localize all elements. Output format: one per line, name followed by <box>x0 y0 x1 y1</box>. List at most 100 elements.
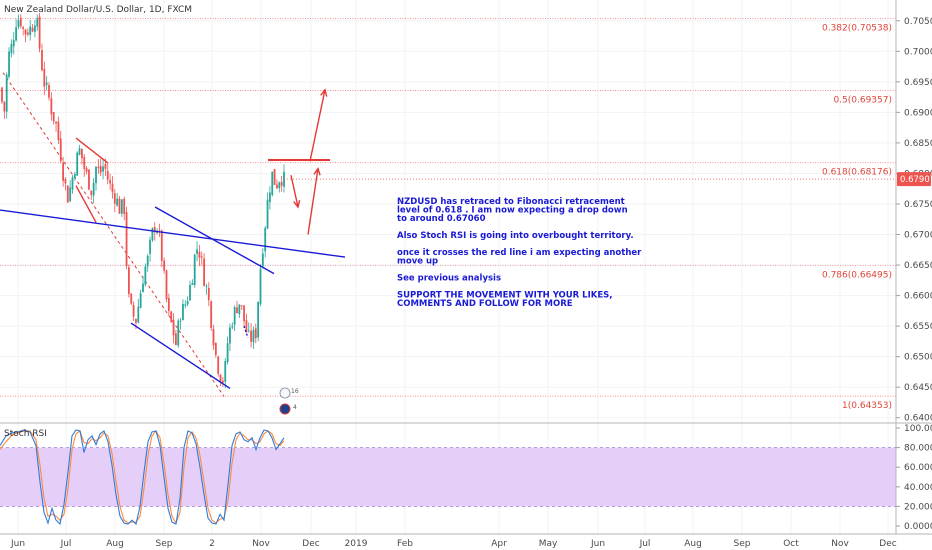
stoch-rsi-label: Stoch RSI <box>4 429 47 439</box>
candle <box>36 14 39 31</box>
candle-body <box>50 98 53 115</box>
price-tick-label: 0.69500 <box>904 78 932 88</box>
candle <box>55 121 57 132</box>
trendline-red <box>75 137 109 164</box>
time-tick-label: 2019 <box>345 539 368 549</box>
candle <box>165 269 168 303</box>
candle-body <box>229 327 231 344</box>
candle-body <box>165 270 168 300</box>
candle-body <box>163 260 166 271</box>
candle-body <box>149 239 151 254</box>
candle <box>236 300 238 314</box>
candle <box>76 151 79 176</box>
candle-body <box>273 169 276 185</box>
candle <box>149 236 151 262</box>
candle <box>99 158 102 177</box>
candle <box>83 154 86 177</box>
news-badge[interactable] <box>279 403 291 415</box>
candle-body <box>184 304 187 306</box>
candle-body <box>125 211 128 266</box>
candle-body <box>224 361 227 382</box>
arrow-up-target <box>309 89 326 162</box>
arrow-up <box>307 168 319 235</box>
candle <box>205 283 208 295</box>
candle <box>172 313 175 344</box>
candle <box>224 357 227 389</box>
candle <box>78 144 81 156</box>
time-tick-label: Feb <box>397 539 413 549</box>
candle-body <box>212 329 215 346</box>
candle-body <box>219 374 222 383</box>
candle-body <box>222 380 224 383</box>
candle-body <box>118 198 121 214</box>
candle <box>160 229 163 267</box>
note-line: SUPPORT THE MOVEMENT WITH YOUR LIKES, <box>397 291 613 301</box>
candle-body <box>85 168 88 172</box>
time-tick-label: Oct <box>783 539 799 549</box>
idea-badges[interactable]: 16 4 <box>279 387 299 415</box>
note-line: See previous analysis <box>397 274 501 284</box>
time-tick-label: Jul <box>639 539 651 549</box>
time-tick-label: Nov <box>831 539 849 549</box>
candle <box>1 86 3 104</box>
candle-body <box>259 268 262 305</box>
time-axis[interactable]: Jun Jul Aug Sep 2 Nov Dec 2019 Feb Apr May Jun Jul Au… <box>0 533 932 549</box>
candle-body <box>113 193 116 204</box>
candle <box>214 342 217 359</box>
trendline-red <box>75 185 97 223</box>
earnings-badge[interactable] <box>279 387 291 399</box>
candle <box>163 257 166 274</box>
candle-body <box>116 198 119 206</box>
fib-level-label: 1(0.64353) <box>842 401 892 411</box>
candle <box>257 301 260 342</box>
fib-level-label: 0.786(0.66495) <box>822 270 892 280</box>
candle <box>179 317 182 330</box>
candle <box>26 28 29 37</box>
candle <box>186 296 189 307</box>
candle <box>226 336 229 365</box>
candle <box>71 174 74 194</box>
candle-body <box>109 180 111 184</box>
candle-body <box>137 306 140 323</box>
candle <box>252 326 255 349</box>
candle-body <box>186 301 189 305</box>
price-axis[interactable]: 0.705000.700000.695000.690000.685000.680… <box>284 0 932 534</box>
candle <box>130 292 133 306</box>
candle <box>261 248 264 269</box>
candle <box>217 355 220 377</box>
stoch-tick-label: 40.0000 <box>904 483 932 493</box>
candle-body <box>17 20 20 27</box>
candle-body <box>207 287 210 301</box>
candle-body <box>214 342 217 356</box>
price-tick-label: 0.70000 <box>904 47 932 57</box>
candle-body <box>59 138 62 162</box>
candle <box>118 195 121 214</box>
candle <box>34 19 36 38</box>
stoch-tick-label: 100.0000 <box>904 424 932 434</box>
stoch-k-line <box>0 429 285 526</box>
candle <box>8 47 10 79</box>
candle <box>139 289 142 309</box>
candle-body <box>78 148 81 155</box>
time-tick-label: Sep <box>734 539 751 549</box>
candle-body <box>83 156 86 169</box>
candle <box>238 304 241 318</box>
candle-body <box>182 304 184 321</box>
candle <box>269 186 271 210</box>
candle-body <box>1 87 3 102</box>
candle <box>50 92 53 121</box>
candle-body <box>71 177 74 190</box>
stoch-band <box>0 447 896 507</box>
candle <box>10 39 13 58</box>
price-tick-label: 0.68500 <box>904 139 932 149</box>
candle-body <box>106 170 109 180</box>
candle <box>278 181 281 193</box>
candle-body <box>29 26 32 35</box>
time-tick-label: 2 <box>209 539 215 549</box>
candle-body <box>196 249 198 254</box>
candle <box>151 227 154 243</box>
candle <box>266 192 269 230</box>
candle-body <box>151 228 154 241</box>
candle-body <box>76 152 79 176</box>
arrow-down-head <box>293 200 301 209</box>
